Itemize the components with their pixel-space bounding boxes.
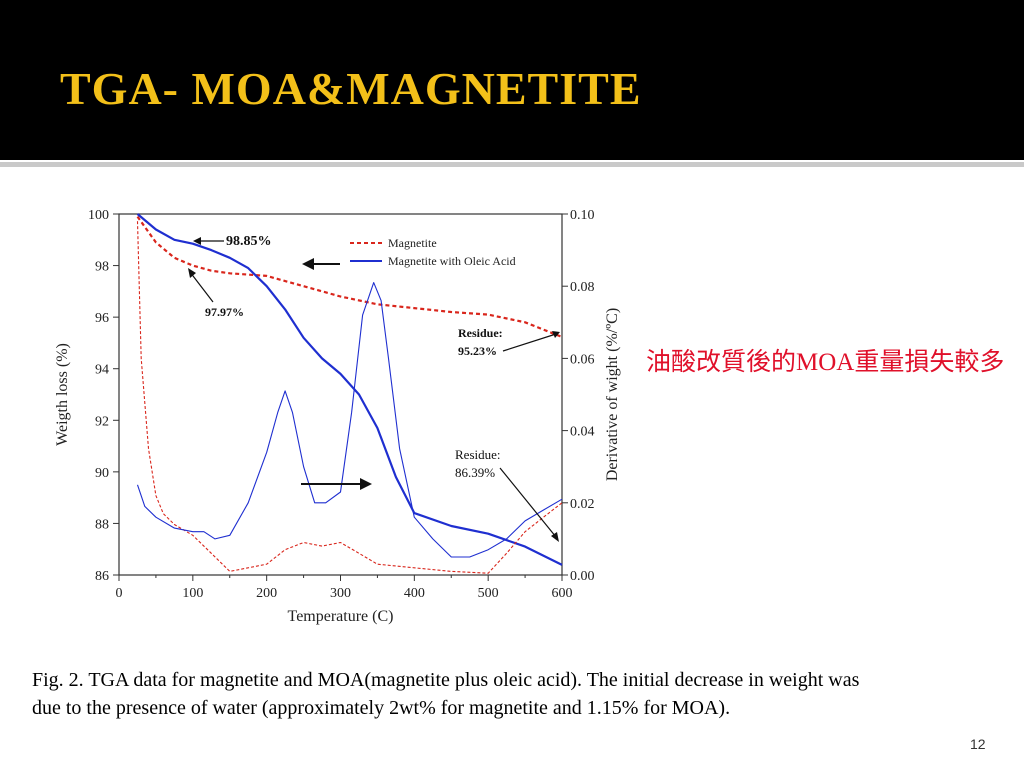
series-line-3 bbox=[136, 282, 563, 558]
y2-tick-label: 0.08 bbox=[570, 280, 595, 295]
x-tick-label: 0 bbox=[116, 586, 123, 601]
y2-tick-label: 0.02 bbox=[570, 497, 595, 512]
title-divider bbox=[0, 162, 1024, 167]
y2-tick-label: 0.04 bbox=[570, 425, 595, 440]
annotation-arrowhead bbox=[551, 532, 559, 542]
y-tick-label: 90 bbox=[95, 466, 109, 481]
left-axis-arrowhead bbox=[302, 258, 314, 270]
annotation-arrow bbox=[189, 271, 214, 303]
series-line-2 bbox=[136, 221, 563, 574]
y-tick-label: 88 bbox=[95, 517, 109, 532]
x-tick-label: 500 bbox=[478, 586, 499, 601]
annotation-label: 86.39% bbox=[455, 465, 495, 480]
annotation-arrow bbox=[499, 467, 557, 538]
annotation-label: Residue: bbox=[455, 447, 501, 462]
annotation-arrowhead bbox=[188, 268, 196, 278]
figure-caption: Fig. 2. TGA data for magnetite and MOA(m… bbox=[32, 669, 860, 719]
chinese-note: 油酸改質後的MOA重量損失較多 bbox=[646, 349, 1005, 376]
annotation-label: 98.85% bbox=[226, 234, 272, 249]
x-tick-label: 300 bbox=[330, 586, 351, 601]
y-tick-label: 98 bbox=[95, 260, 109, 275]
y2-tick-label: 0.00 bbox=[570, 569, 595, 584]
plot-frame bbox=[118, 213, 563, 576]
y2-tick-label: 0.06 bbox=[570, 352, 595, 367]
legend-label: Magnetite with Oleic Acid bbox=[388, 254, 516, 268]
annotation-label: Residue: bbox=[458, 326, 503, 340]
annotation-arrowhead bbox=[552, 331, 560, 338]
y-tick-label: 86 bbox=[95, 569, 109, 584]
y2-axis-label: Derivative of wight (%/ºC) bbox=[604, 308, 621, 481]
annotation-arrow bbox=[502, 333, 557, 352]
y-tick-label: 94 bbox=[95, 363, 109, 378]
annotation-label: 97.97% bbox=[205, 305, 244, 319]
y-axis-label: Weigth loss (%) bbox=[54, 343, 71, 446]
y-tick-label: 100 bbox=[88, 208, 109, 223]
series-line-0 bbox=[136, 215, 563, 339]
right-axis-arrowhead bbox=[360, 478, 372, 490]
annotation-label: 95.23% bbox=[458, 344, 497, 358]
y2-tick-label: 0.10 bbox=[570, 208, 595, 223]
y-tick-label: 96 bbox=[95, 311, 109, 326]
legend-label: Magnetite bbox=[388, 236, 437, 250]
y-tick-label: 92 bbox=[95, 414, 109, 429]
annotation-arrowhead bbox=[193, 237, 201, 245]
x-tick-label: 400 bbox=[404, 586, 425, 601]
x-tick-label: 600 bbox=[552, 586, 573, 601]
x-tick-label: 200 bbox=[256, 586, 277, 601]
x-tick-label: 100 bbox=[182, 586, 203, 601]
page-number: 12 bbox=[970, 736, 986, 752]
x-axis-label: Temperature (C) bbox=[288, 608, 394, 625]
series-line-1 bbox=[136, 213, 563, 566]
title-bar: TGA- MOA&MAGNETITE bbox=[0, 0, 1024, 160]
slide-title: TGA- MOA&MAGNETITE bbox=[60, 63, 642, 114]
